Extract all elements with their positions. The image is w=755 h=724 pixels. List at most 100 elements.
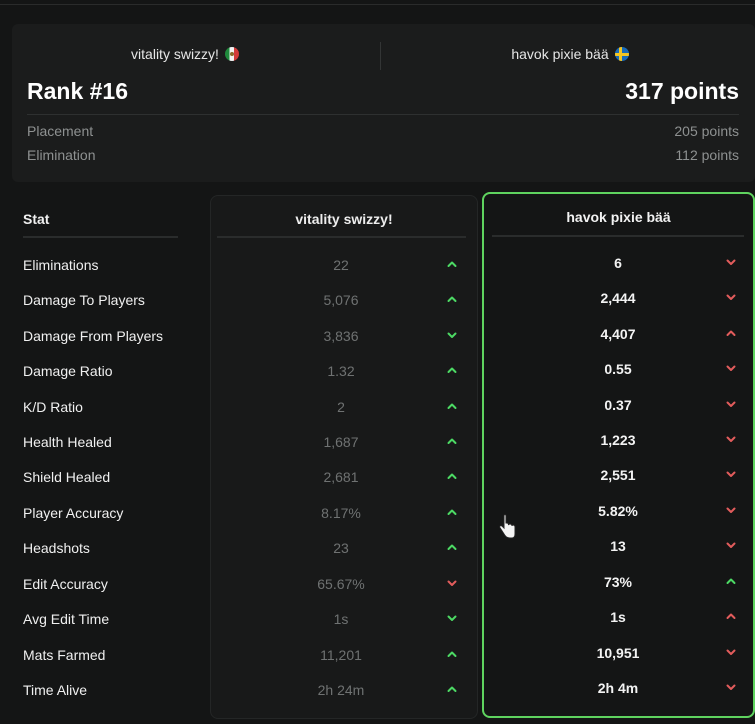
stat-label: Avg Edit Time (23, 611, 110, 627)
stat-label: Player Accuracy (23, 505, 124, 521)
stat-row: K/D Ratio 2 0.37 (0, 397, 755, 419)
chevron-down-icon (724, 432, 738, 446)
stat-label: Damage To Players (23, 292, 145, 308)
stat-row: Player Accuracy 8.17% 5.82% (0, 503, 755, 525)
chevron-up-icon (445, 647, 459, 661)
player2-stat-value: 6 (614, 255, 622, 271)
player2-stat-value: 73% (603, 574, 633, 590)
placement-label: Placement (27, 123, 94, 139)
chevron-down-icon (724, 361, 738, 375)
stat-label: Mats Farmed (23, 647, 106, 663)
elimination-points: 112 points (675, 147, 739, 163)
player2-stat-value: 13 (610, 538, 626, 554)
stat-row: Shield Healed 2,681 2,551 (0, 467, 755, 489)
stat-label: Headshots (23, 540, 90, 556)
chevron-down-icon (724, 538, 738, 552)
stat-row: Time Alive 2h 24m 2h 4m (0, 680, 755, 702)
summary-divider (27, 114, 739, 115)
player2-name-label: havok pixie bää (511, 46, 609, 62)
stat-row: Avg Edit Time 1s 1s (0, 609, 755, 631)
stat-row: Mats Farmed 11,201 10,951 (0, 645, 755, 667)
chevron-up-icon (724, 609, 738, 623)
player1-name: vitality swizzy! (0, 46, 370, 62)
player2-stat-value: 2,444 (600, 290, 636, 306)
chevron-down-icon (724, 645, 738, 659)
player1-stat-value: 2,681 (323, 469, 359, 485)
player1-stat-value: 3,836 (323, 328, 359, 344)
stat-row: Health Healed 1,687 1,223 (0, 432, 755, 454)
stat-label: Eliminations (23, 257, 99, 273)
player1-stat-value: 11,201 (320, 647, 362, 663)
player1-column-title: vitality swizzy! (295, 211, 393, 227)
player1-stat-value: 23 (333, 540, 349, 556)
player2-stat-value: 1s (610, 609, 626, 625)
player1-column-underline (217, 236, 466, 238)
chevron-down-icon (724, 503, 738, 517)
player1-stat-value: 5,076 (323, 292, 359, 308)
chevron-down-icon (724, 255, 738, 269)
chevron-up-icon (445, 540, 459, 554)
mexico-flag-icon (224, 47, 239, 61)
player1-stat-value: 8.17% (321, 505, 361, 521)
player2-stats-column-selected[interactable]: havok pixie bää (482, 192, 755, 718)
player2-stat-value: 0.55 (604, 361, 632, 377)
stat-label: Shield Healed (23, 469, 111, 485)
placement-points: 205 points (674, 123, 739, 139)
player2-stat-value: 1,223 (600, 432, 636, 448)
stat-column-header: Stat (23, 211, 50, 227)
stat-label: Health Healed (23, 434, 112, 450)
chevron-up-icon (724, 574, 738, 588)
chevron-up-icon (445, 363, 459, 377)
player2-column-underline (492, 235, 744, 237)
player1-stat-value: 65.67% (317, 576, 365, 592)
chevron-down-icon (445, 611, 459, 625)
stat-label: Damage From Players (23, 328, 164, 344)
player2-stat-value: 4,407 (600, 326, 636, 342)
chevron-down-icon (724, 467, 738, 481)
player2-name: havok pixie bää (385, 46, 755, 62)
sweden-flag-icon (614, 47, 629, 61)
chevron-up-icon (445, 682, 459, 696)
player-divider (380, 42, 381, 70)
chevron-up-icon (445, 292, 459, 306)
player1-stat-value: 1,687 (323, 434, 359, 450)
mouse-pointer-icon (498, 514, 516, 539)
stat-header-underline (23, 236, 178, 238)
chevron-down-icon (724, 397, 738, 411)
player1-stats-column[interactable]: vitality swizzy! (210, 195, 478, 719)
stat-label: Time Alive (23, 682, 88, 698)
player1-stat-value: 1.32 (327, 363, 355, 379)
chevron-down-icon (445, 328, 459, 342)
player2-stat-value: 2h 4m (597, 680, 639, 696)
total-points: 317 points (625, 78, 739, 104)
chevron-up-icon (445, 505, 459, 519)
match-summary-card (12, 24, 755, 182)
player2-column-title: havok pixie bää (566, 209, 671, 225)
player2-stat-value: 5.82% (598, 503, 638, 519)
chevron-up-icon (445, 399, 459, 413)
player1-stat-value: 2 (337, 399, 345, 415)
stat-row: Damage To Players 5,076 2,444 (0, 290, 755, 312)
chevron-up-icon (445, 434, 459, 448)
chevron-down-icon (724, 680, 738, 694)
rank-label: Rank #16 (27, 78, 129, 104)
player1-stat-value: 22 (333, 257, 349, 273)
stat-label: Edit Accuracy (23, 576, 108, 592)
stat-label: Damage Ratio (23, 363, 113, 379)
stat-row: Eliminations 22 6 (0, 255, 755, 277)
player2-stat-value: 10,951 (596, 645, 640, 661)
stat-row: Edit Accuracy 65.67% 73% (0, 574, 755, 596)
elimination-label: Elimination (27, 147, 96, 163)
chevron-up-icon (445, 257, 459, 271)
chevron-up-icon (724, 326, 738, 340)
top-divider (0, 4, 755, 5)
chevron-up-icon (445, 469, 459, 483)
player2-stat-value: 0.37 (604, 397, 632, 413)
player1-stat-value: 1s (333, 611, 349, 627)
chevron-down-icon (724, 290, 738, 304)
player1-name-label: vitality swizzy! (131, 46, 219, 62)
player2-stat-value: 2,551 (600, 467, 636, 483)
chevron-down-icon (445, 576, 459, 590)
stat-label: K/D Ratio (23, 399, 83, 415)
stat-row: Headshots 23 13 (0, 538, 755, 560)
